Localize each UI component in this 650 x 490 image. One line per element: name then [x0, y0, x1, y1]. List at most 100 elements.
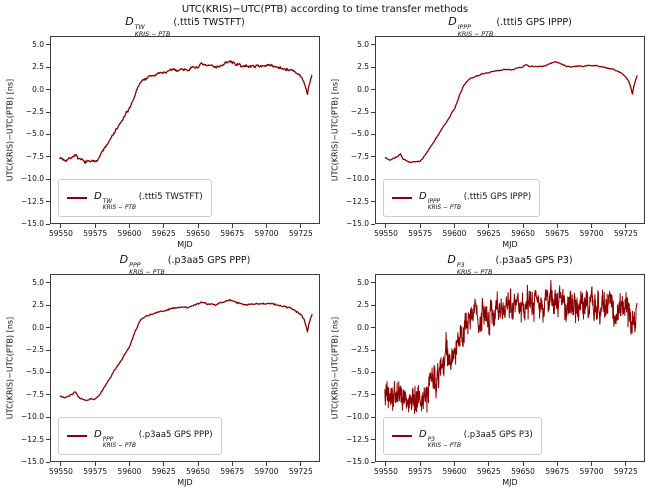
y-tick-label: 2.5 — [357, 300, 369, 310]
x-tick-mark — [94, 224, 96, 228]
series-superscript: P3 — [456, 262, 465, 269]
y-tick-mark — [46, 282, 50, 284]
y-tick-label: −2.5 — [350, 107, 369, 117]
y-tick-mark — [46, 44, 50, 46]
x-tick-label: 59550 — [49, 467, 73, 476]
data-curve-twstft — [59, 60, 313, 164]
series-math-label: D P3 KRIS − PTB (.p3aa5 GPS P3) — [447, 253, 572, 276]
series-superscript: TW — [102, 198, 113, 205]
subplot-title-ippp: D IPPP KRIS − PTB (.ttti5 GPS IPPP) — [375, 15, 645, 38]
x-tick-label: 59700 — [254, 467, 279, 476]
y-tick-mark — [46, 133, 50, 135]
x-tick-label: 59650 — [511, 229, 535, 238]
series-math-label: D PPP KRIS − PTB (.p3aa5 GPS PPP) — [94, 422, 213, 450]
y-tick-label: −12.5 — [21, 196, 44, 206]
y-tick-mark — [46, 371, 50, 373]
legend-twstft: D TW KRIS − PTB (.ttti5 TWSTFT) — [58, 178, 212, 217]
y-tick-label: −15.0 — [21, 219, 44, 228]
x-tick-label: 59575 — [83, 467, 108, 476]
legend-line-sample — [392, 196, 412, 199]
x-tick-mark — [591, 462, 593, 466]
data-curve-ippp — [384, 61, 638, 163]
series-superscript: P3 — [427, 436, 436, 443]
x-tick-label: 59675 — [220, 467, 245, 476]
y-tick-label: −15.0 — [346, 457, 369, 466]
x-tick-label: 59700 — [254, 229, 279, 238]
series-superscript: PPP — [102, 436, 114, 443]
series-subscript: KRIS − PTB — [129, 269, 165, 277]
y-tick-label: −2.5 — [25, 345, 44, 355]
y-tick-mark — [46, 178, 50, 180]
x-tick-mark — [163, 224, 165, 228]
legend-line-sample — [392, 434, 412, 437]
x-tick-label: 59675 — [545, 467, 570, 476]
y-tick-label: 2.5 — [32, 62, 44, 72]
y-tick-label: 0.0 — [357, 322, 369, 332]
series-symbol: D — [94, 190, 102, 202]
series-supsub: P3 KRIS − PTB — [428, 437, 461, 450]
x-tick-mark — [94, 462, 96, 466]
y-tick-label: −7.5 — [25, 389, 44, 399]
x-tick-mark — [591, 224, 593, 228]
x-tick-label: 59625 — [151, 467, 176, 476]
y-tick-label: −12.5 — [346, 434, 369, 444]
plot-area-ppp: D PPP KRIS − PTB (.p3aa5 GPS PPP) — [50, 274, 320, 462]
x-tick-label: 59625 — [476, 467, 501, 476]
y-tick-mark — [371, 44, 375, 46]
y-tick-mark — [371, 349, 375, 351]
x-tick-mark — [453, 462, 455, 466]
series-symbol: D — [419, 190, 427, 202]
series-symbol: D — [447, 253, 456, 266]
y-tick-mark — [371, 66, 375, 68]
y-tick-label: −2.5 — [25, 107, 44, 117]
x-tick-label: 59600 — [117, 467, 142, 476]
y-tick-mark — [46, 223, 50, 225]
series-subscript: KRIS − PTB — [457, 31, 494, 39]
x-tick-mark — [488, 462, 490, 466]
series-math-label: D P3 KRIS − PTB (.p3aa5 GPS P3) — [419, 422, 533, 450]
series-subscript: KRIS − PTB — [134, 31, 171, 39]
series-supsub: IPPP KRIS − PTB — [458, 24, 494, 38]
y-tick-label: 2.5 — [32, 300, 44, 310]
plot-area-ippp: D IPPP KRIS − PTB (.ttti5 GPS IPPP) — [375, 36, 645, 224]
y-tick-mark — [46, 156, 50, 158]
y-tick-mark — [371, 133, 375, 135]
x-tick-mark — [128, 224, 130, 228]
y-tick-label: 5.0 — [32, 277, 44, 287]
x-tick-label: 59700 — [579, 467, 604, 476]
x-tick-mark — [488, 224, 490, 228]
legend-line-sample — [67, 434, 87, 437]
y-tick-label: −7.5 — [350, 151, 369, 161]
series-supsub: IPPP KRIS − PTB — [428, 199, 461, 212]
x-tick-label: 59725 — [288, 467, 313, 476]
series-symbol: D — [94, 428, 102, 440]
legend-line-sample — [67, 196, 87, 199]
x-tick-label: 59700 — [579, 229, 604, 238]
series-note: (.ttti5 GPS IPPP) — [493, 17, 572, 28]
x-tick-mark — [522, 224, 524, 228]
x-tick-mark — [522, 462, 524, 466]
series-subscript: KRIS − PTB — [102, 205, 137, 212]
y-tick-label: 0.0 — [32, 322, 44, 332]
y-tick-mark — [46, 89, 50, 91]
series-superscript: PPP — [129, 262, 141, 269]
x-tick-mark — [60, 224, 62, 228]
subplot-ppp: D PPP KRIS − PTB (.p3aa5 GPS PPP) UTC(KRIS)… — [0, 252, 325, 490]
y-tick-label: −7.5 — [350, 389, 369, 399]
y-tick-label: 0.0 — [32, 84, 44, 94]
subplot-title-twstft: D TW KRIS − PTB (.ttti5 TWSTFT) — [50, 15, 320, 38]
x-tick-mark — [60, 462, 62, 466]
x-tick-label: 59600 — [442, 229, 467, 238]
y-tick-mark — [371, 156, 375, 158]
x-tick-label: 59575 — [408, 467, 433, 476]
series-superscript: IPPP — [457, 24, 471, 31]
x-axis-label: MJD — [502, 478, 518, 487]
series-math-label: D TW KRIS − PTB (.ttti5 TWSTFT) — [125, 15, 245, 38]
y-tick-mark — [46, 327, 50, 329]
series-symbol: D — [119, 253, 129, 266]
data-curve-ppp — [59, 299, 313, 402]
series-supsub: PPP KRIS − PTB — [129, 262, 165, 276]
x-tick-label: 59650 — [186, 467, 210, 476]
y-tick-label: 5.0 — [357, 39, 369, 49]
x-tick-label: 59550 — [374, 467, 398, 476]
